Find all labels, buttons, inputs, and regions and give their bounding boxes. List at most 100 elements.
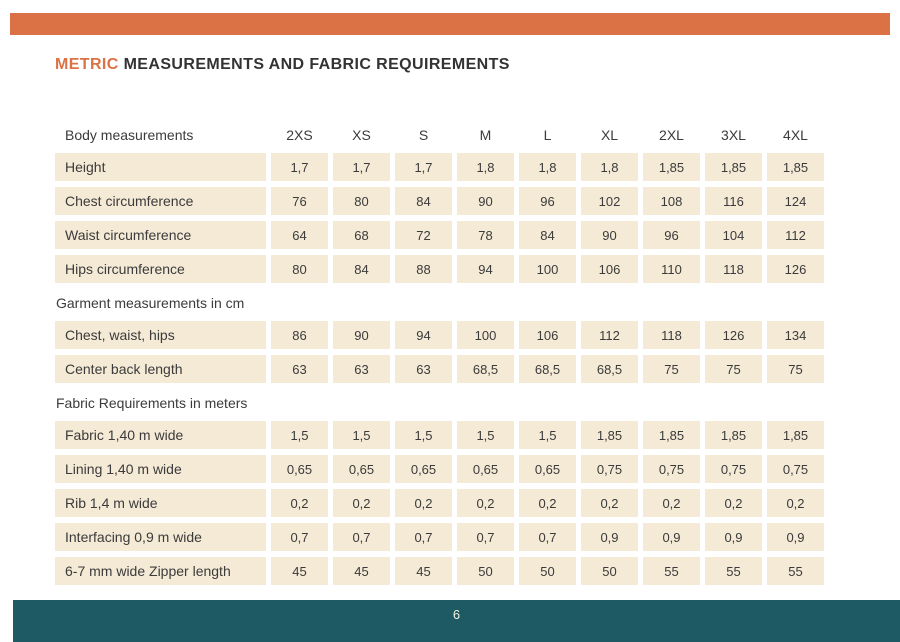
size-column-header: 4XL <box>783 127 808 143</box>
value-cell: 106 <box>519 321 576 349</box>
value-cell: 106 <box>581 255 638 283</box>
value-cell: 0,7 <box>457 523 514 551</box>
value-cell: 108 <box>643 187 700 215</box>
value-cell: 1,85 <box>767 153 824 181</box>
table-row: Chest, waist, hips 86 90 94 100 106 112 118 126 1… <box>55 321 830 349</box>
value-cell: 0,65 <box>395 455 452 483</box>
value-cell: 1,85 <box>767 421 824 449</box>
value-cell: 68,5 <box>457 355 514 383</box>
header-label: Body measurements <box>65 127 194 143</box>
value-cell: 0,2 <box>271 489 328 517</box>
value-cell: 110 <box>643 255 700 283</box>
value-cell: 112 <box>767 221 824 249</box>
value-cell: 1,5 <box>333 421 390 449</box>
size-column-header: XS <box>352 127 371 143</box>
value-cell: 0,9 <box>767 523 824 551</box>
size-column-header: 3XL <box>721 127 746 143</box>
table-row: Chest circumference 76 80 84 90 96 102 108 116 12… <box>55 187 830 215</box>
value-cell: 80 <box>333 187 390 215</box>
table-row: Waist circumference 64 68 72 78 84 90 96 104 112 <box>55 221 830 249</box>
value-cell: 1,8 <box>457 153 514 181</box>
table-row: Hips circumference 80 84 88 94 100 106 110 118 12… <box>55 255 830 283</box>
value-cell: 64 <box>271 221 328 249</box>
value-cell: 90 <box>581 221 638 249</box>
table-row: Fabric 1,40 m wide 1,5 1,5 1,5 1,5 1,5 1,85 1,8… <box>55 421 830 449</box>
row-label: Waist circumference <box>55 221 266 249</box>
value-cell: 112 <box>581 321 638 349</box>
value-cell: 90 <box>333 321 390 349</box>
value-cell: 1,5 <box>519 421 576 449</box>
value-cell: 0,7 <box>271 523 328 551</box>
table-header-row: Body measurements 2XS XS S M L XL 2XL 3XL 4XL <box>55 121 830 149</box>
value-cell: 100 <box>457 321 514 349</box>
value-cell: 0,7 <box>333 523 390 551</box>
value-cell: 63 <box>271 355 328 383</box>
value-cell: 76 <box>271 187 328 215</box>
value-cell: 102 <box>581 187 638 215</box>
value-cell: 0,9 <box>581 523 638 551</box>
value-cell: 100 <box>519 255 576 283</box>
table-row: Rib 1,4 m wide 0,2 0,2 0,2 0,2 0,2 0,2 0,2 0,2 0,… <box>55 489 830 517</box>
value-cell: 0,2 <box>767 489 824 517</box>
value-cell: 1,85 <box>581 421 638 449</box>
page-title-rest: MEASUREMENTS AND FABRIC REQUIREMENTS <box>118 56 510 73</box>
value-cell: 0,2 <box>395 489 452 517</box>
value-cell: 72 <box>395 221 452 249</box>
size-column-header: S <box>418 127 429 143</box>
value-cell: 116 <box>705 187 762 215</box>
value-cell: 0,9 <box>643 523 700 551</box>
value-cell: 1,7 <box>395 153 452 181</box>
size-column-header: M <box>479 127 492 143</box>
value-cell: 68 <box>333 221 390 249</box>
footer-bar: 6 <box>13 600 900 642</box>
value-cell: 0,65 <box>457 455 514 483</box>
value-cell: 68,5 <box>581 355 638 383</box>
value-cell: 1,85 <box>705 153 762 181</box>
value-cell: 0,65 <box>271 455 328 483</box>
value-cell: 63 <box>395 355 452 383</box>
value-cell: 75 <box>705 355 762 383</box>
value-cell: 50 <box>519 557 576 585</box>
value-cell: 45 <box>271 557 328 585</box>
value-cell: 75 <box>767 355 824 383</box>
row-label: Interfacing 0,9 m wide <box>55 523 266 551</box>
measurements-table: Body measurements 2XS XS S M L XL 2XL 3XL 4XL He… <box>55 121 830 591</box>
value-cell: 1,8 <box>581 153 638 181</box>
value-cell: 45 <box>395 557 452 585</box>
table-row: 6-7 mm wide Zipper length 45 45 45 50 50 50 55 5… <box>55 557 830 585</box>
value-cell: 0,2 <box>705 489 762 517</box>
value-cell: 1,8 <box>519 153 576 181</box>
row-label: Chest, waist, hips <box>55 321 266 349</box>
value-cell: 1,85 <box>643 421 700 449</box>
size-column-header: XL <box>600 127 619 143</box>
row-label: 6-7 mm wide Zipper length <box>55 557 266 585</box>
value-cell: 0,2 <box>519 489 576 517</box>
size-column-header: 2XS <box>286 127 313 143</box>
section-heading: Fabric Requirements in meters <box>56 395 248 411</box>
value-cell: 50 <box>581 557 638 585</box>
value-cell: 134 <box>767 321 824 349</box>
row-label: Lining 1,40 m wide <box>55 455 266 483</box>
value-cell: 0,7 <box>519 523 576 551</box>
table-row: Center back length 63 63 63 68,5 68,5 68,5 75 75… <box>55 355 830 383</box>
value-cell: 0,75 <box>581 455 638 483</box>
value-cell: 84 <box>333 255 390 283</box>
value-cell: 0,2 <box>457 489 514 517</box>
section-heading: Garment measurements in cm <box>56 295 245 311</box>
row-label: Fabric 1,40 m wide <box>55 421 266 449</box>
value-cell: 118 <box>705 255 762 283</box>
value-cell: 0,7 <box>395 523 452 551</box>
value-cell: 118 <box>643 321 700 349</box>
table-row: Lining 1,40 m wide 0,65 0,65 0,65 0,65 0,65 0,… <box>55 455 830 483</box>
table-row: Height 1,7 1,7 1,7 1,8 1,8 1,8 1,85 1,85 1,85 <box>55 153 830 181</box>
value-cell: 84 <box>395 187 452 215</box>
value-cell: 0,2 <box>581 489 638 517</box>
value-cell: 55 <box>767 557 824 585</box>
value-cell: 1,85 <box>643 153 700 181</box>
value-cell: 88 <box>395 255 452 283</box>
page-number: 6 <box>452 607 461 622</box>
value-cell: 80 <box>271 255 328 283</box>
table-row: Interfacing 0,9 m wide 0,7 0,7 0,7 0,7 0,7 0,9… <box>55 523 830 551</box>
value-cell: 0,75 <box>643 455 700 483</box>
value-cell: 96 <box>643 221 700 249</box>
